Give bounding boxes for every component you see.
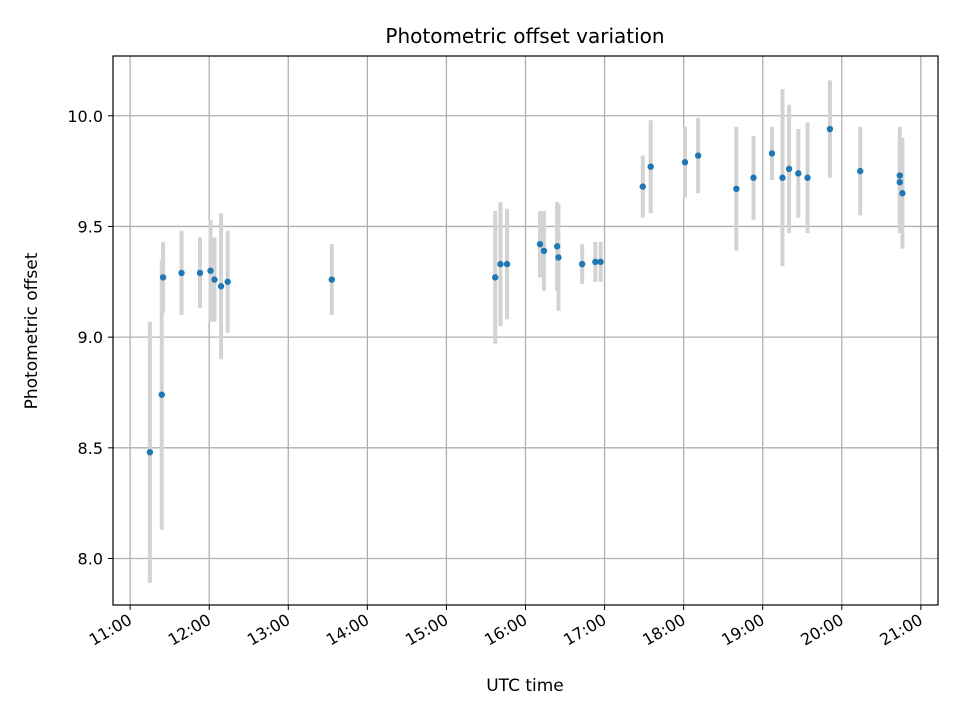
data-point: [896, 172, 903, 179]
data-point: [491, 274, 499, 281]
data-point: [536, 240, 544, 248]
data-point: [733, 185, 740, 193]
data-point: [540, 247, 548, 255]
data-point: [553, 243, 561, 250]
y-axis-label: Photometric offset: [22, 252, 42, 409]
data-point: [328, 276, 335, 283]
data-point: [497, 260, 504, 268]
data-point: [857, 167, 864, 175]
data-point: [207, 267, 214, 274]
data-point: [555, 254, 562, 261]
y-tick-label: 9.5: [78, 217, 103, 236]
data-point: [146, 449, 154, 456]
data-point: [826, 125, 834, 133]
y-tick-label: 10.0: [67, 107, 103, 126]
data-point: [785, 165, 793, 173]
data-points: [146, 125, 906, 456]
data-point: [578, 260, 586, 268]
data-point: [804, 174, 811, 181]
data-point: [639, 183, 646, 190]
data-point: [592, 258, 599, 266]
data-point: [503, 260, 511, 268]
data-point: [178, 269, 185, 277]
data-point: [217, 283, 225, 290]
data-point: [768, 150, 776, 157]
data-point: [896, 178, 903, 186]
data-point: [899, 190, 906, 197]
data-point: [681, 159, 689, 166]
data-point: [779, 174, 786, 181]
data-point: [750, 174, 757, 181]
x-axis-label: UTC time: [486, 676, 564, 696]
data-point: [597, 258, 604, 266]
y-tick-label: 8.0: [78, 550, 103, 569]
data-point: [196, 269, 204, 277]
data-point: [159, 274, 167, 281]
data-point: [647, 163, 654, 170]
data-point: [211, 276, 218, 283]
data-point: [694, 152, 702, 159]
chart-title: Photometric offset variation: [385, 24, 664, 48]
data-point: [158, 391, 165, 398]
data-point: [224, 278, 231, 285]
y-tick-label: 8.5: [78, 439, 103, 458]
data-point: [795, 170, 802, 177]
grid-lines: [113, 56, 938, 605]
y-tick-label: 9.0: [78, 328, 103, 347]
